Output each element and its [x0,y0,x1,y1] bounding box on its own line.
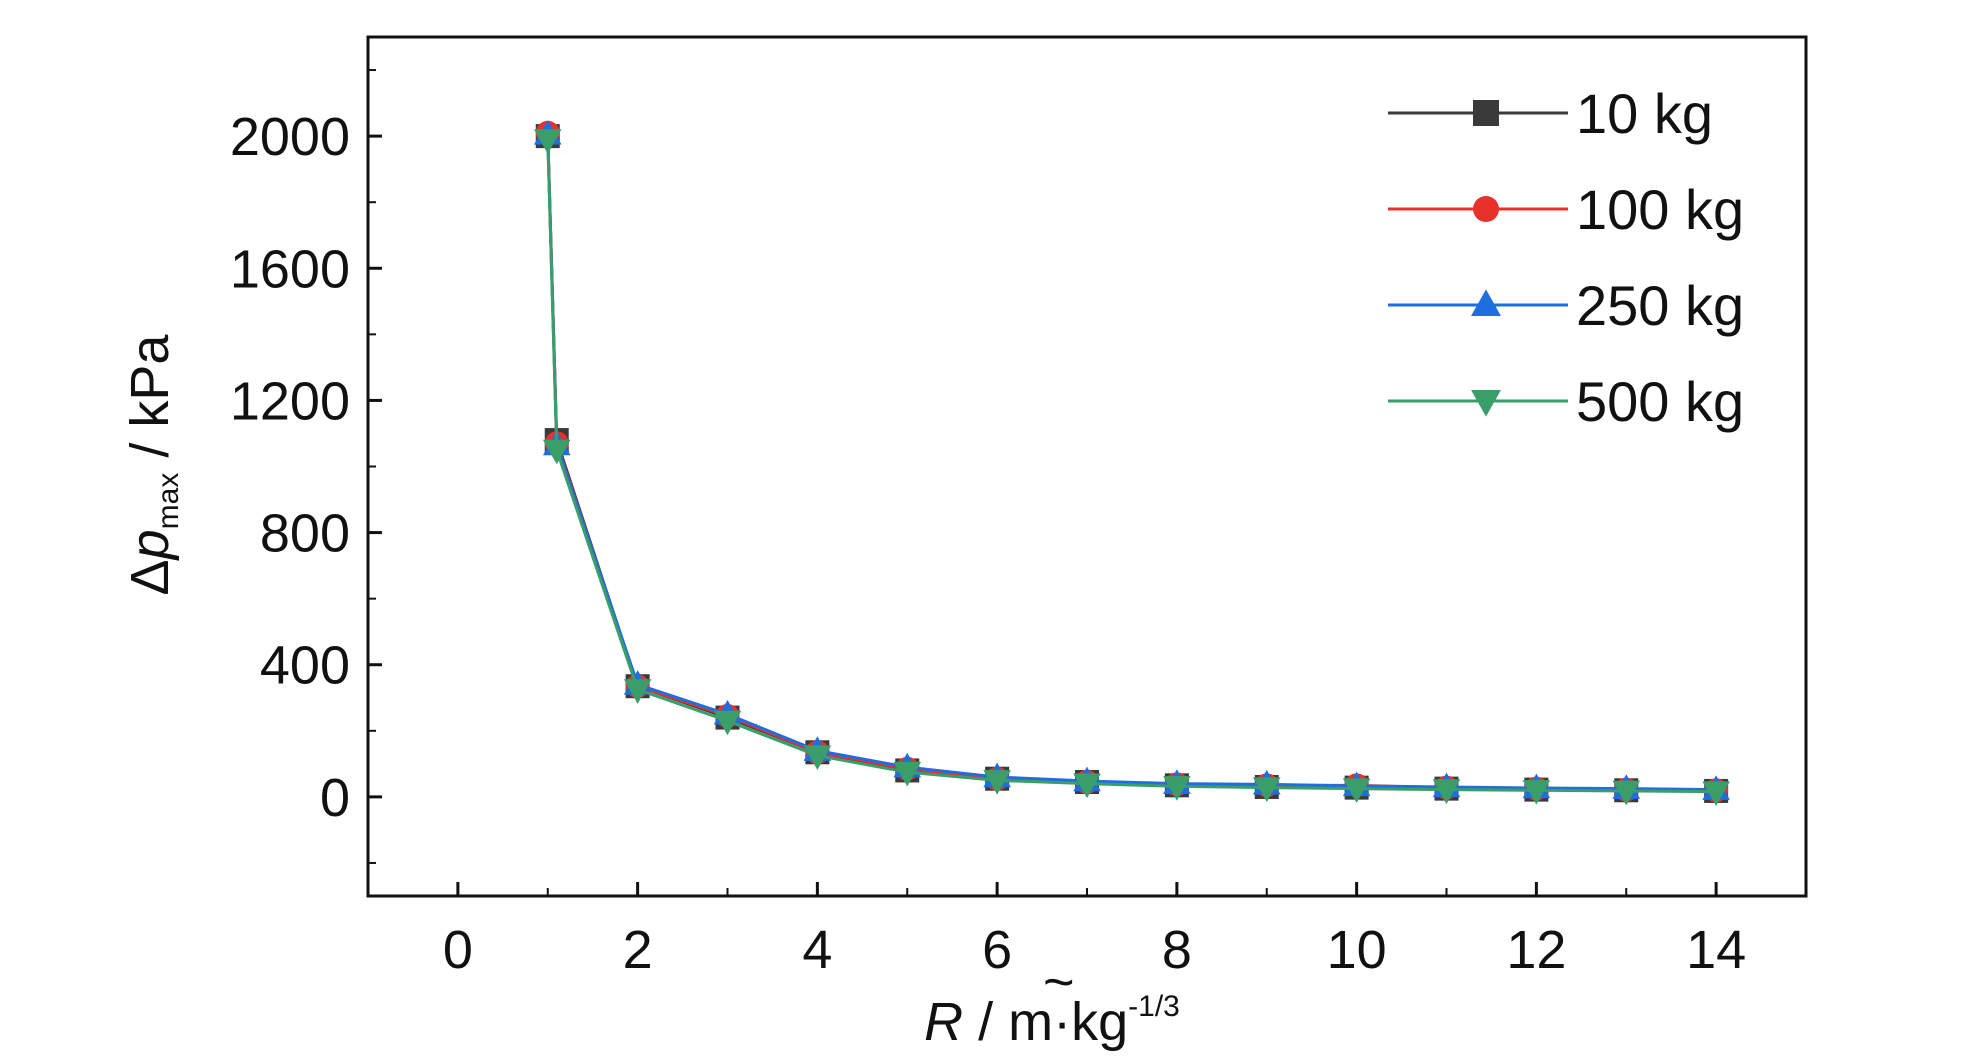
x-tick-label-1: 2 [623,920,653,980]
x-tick-label-4: 8 [1162,920,1192,980]
x-tick-label-5: 10 [1327,920,1387,980]
series-10-kg [535,124,1729,803]
legend-entry-3: 500 kg [1388,370,1744,433]
x-axis-label-superscript: -1/3 [1128,990,1180,1023]
data-point [1432,779,1461,805]
series-100-kg [535,120,1729,803]
legend-label: 100 kg [1576,178,1744,241]
legend-entry-0: 10 kg [1388,82,1713,145]
data-point [893,761,922,787]
legend-label: 500 kg [1576,370,1744,433]
data-point [1163,776,1191,801]
data-point [983,770,1011,795]
data-point [623,679,652,704]
legend-label: 250 kg [1576,274,1744,337]
series-250-kg [533,120,1730,800]
x-axis-label-unit: / m·kg [963,992,1128,1052]
data-point [1073,773,1101,799]
series-layer [533,120,1730,806]
legend-marker [1471,389,1501,417]
y-tick-label-1: 400 [260,636,350,696]
legend: 10 kg 100 kg 250 kg 500 kg [1388,82,1744,433]
x-tick-label-6: 12 [1506,920,1566,980]
series-500-kg [533,129,1730,806]
legend-marker [1473,100,1499,126]
legend-marker [1471,289,1501,317]
series-line [546,136,1717,793]
legend-marker [1473,196,1499,222]
data-point [1522,780,1551,805]
data-point [1252,777,1281,803]
data-point [713,710,742,736]
y-tick-label-4: 1600 [230,239,350,299]
series-line [546,134,1717,792]
y-axis-label-subscript: max [152,473,185,530]
y-tick-label-5: 2000 [230,107,350,167]
axes: 0 2 4 6 8 10 12 14 0 400 800 1200 1600 2000 [230,35,1808,980]
legend-label: 10 kg [1576,82,1713,145]
y-axis-label-prefix: Δ [120,559,180,595]
series-line [546,132,1717,792]
legend-entry-2: 250 kg [1388,274,1744,337]
y-tick-label-2: 800 [260,504,350,564]
x-tick-label-3: 6 [982,920,1012,980]
x-tick-label-2: 4 [802,920,832,980]
series-line [546,139,1717,794]
y-axis-label-unit: / kPa [120,334,180,473]
legend-entry-1: 100 kg [1388,178,1744,241]
y-axis-label-symbol: p [120,529,180,561]
svg-text:R / m·kg-1/3: R / m·kg-1/3 [924,990,1180,1052]
y-tick-label-3: 1200 [230,371,350,431]
data-point [533,129,562,154]
data-point [803,745,832,770]
data-point [1702,781,1730,806]
x-axis-label: R / m·kg-1/3 ~ [924,952,1180,1052]
x-tick-label-7: 14 [1686,920,1746,980]
y-tick-label-0: 0 [320,768,350,828]
y-axis-label: Δpmax / kPa [120,334,185,596]
x-tick-label-0: 0 [443,920,473,980]
x-axis-label-symbol: R [924,992,963,1052]
data-point [542,439,571,465]
data-point [1612,780,1641,806]
data-point [1342,778,1371,804]
x-axis-label-accent: ~ [1043,952,1075,1012]
